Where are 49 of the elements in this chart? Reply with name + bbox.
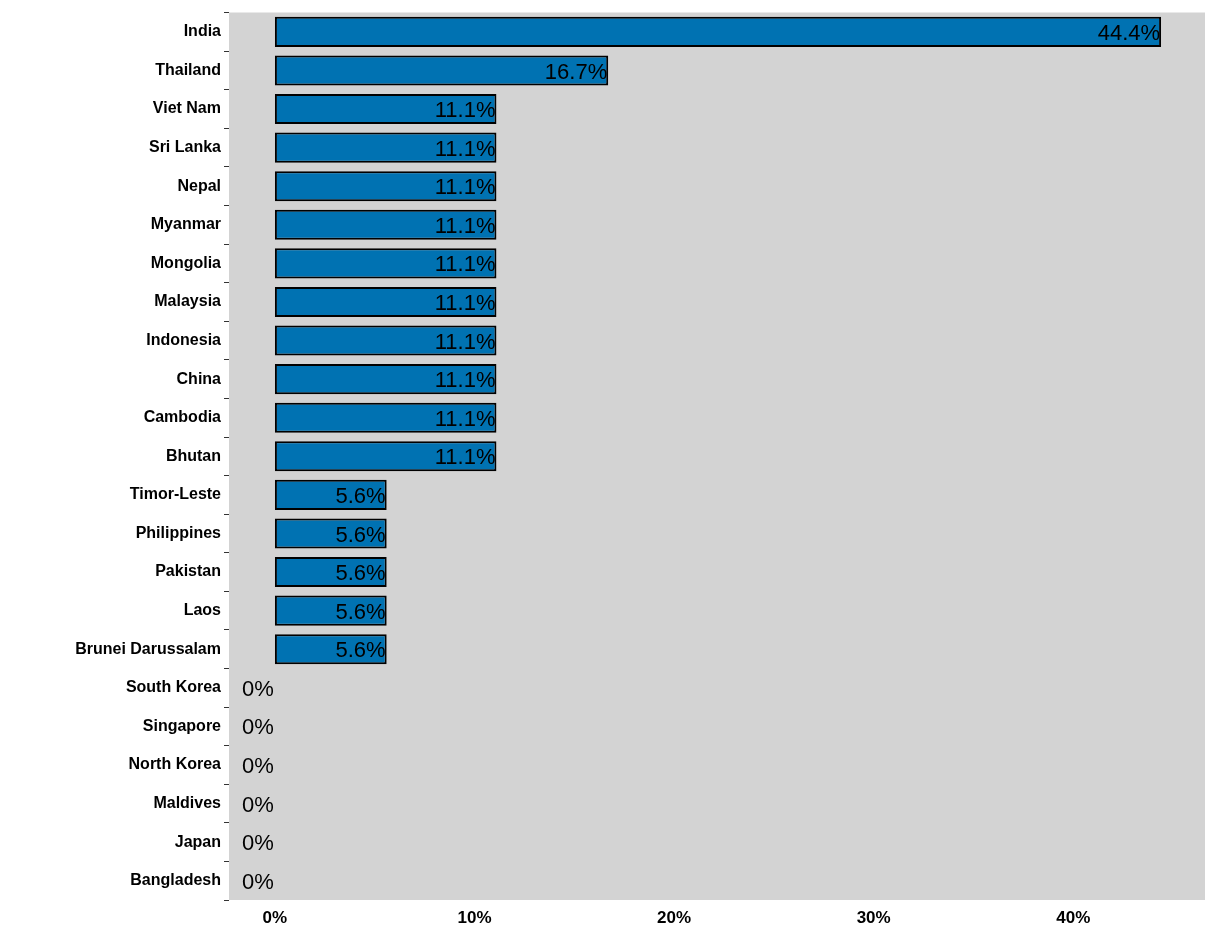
data-label: 0%: [242, 675, 274, 701]
data-label: 11.1%: [434, 367, 496, 393]
data-label: 0%: [242, 830, 274, 856]
data-label: 11.1%: [434, 135, 496, 161]
data-label: 5.6%: [335, 637, 386, 663]
data-label: 5.6%: [335, 482, 386, 508]
y-tick-label: Myanmar: [150, 215, 221, 233]
y-tick-label: Cambodia: [143, 408, 222, 426]
data-label: 5.6%: [335, 521, 386, 547]
data-label: 11.1%: [434, 290, 496, 316]
y-tick-label: Maldives: [153, 793, 222, 811]
y-tick-label: Singapore: [142, 716, 222, 734]
data-label: 11.1%: [434, 97, 496, 123]
data-label: 11.1%: [434, 328, 496, 354]
y-tick-label: Timor-Leste: [129, 485, 222, 503]
data-label: 11.1%: [434, 174, 496, 200]
x-tick-label: 10%: [457, 907, 492, 927]
y-tick-label: Japan: [174, 832, 221, 850]
y-tick-label: Nepal: [177, 176, 221, 194]
y-tick-label: Mongolia: [150, 253, 222, 271]
y-tick-label: Bhutan: [165, 446, 221, 464]
y-tick-label: Sri Lanka: [148, 138, 222, 156]
y-tick-label: Indonesia: [146, 330, 222, 348]
y-tick-label: India: [183, 22, 222, 40]
data-label: 5.6%: [335, 560, 386, 586]
data-label: 0%: [242, 868, 274, 894]
y-tick-label: Thailand: [155, 60, 221, 78]
y-tick-label: Viet Nam: [152, 99, 221, 117]
y-tick-label: Malaysia: [154, 292, 222, 310]
data-label: 11.1%: [434, 444, 496, 470]
y-tick-label: Brunei Darussalam: [75, 639, 221, 657]
y-tick-label: China: [176, 369, 222, 387]
x-tick-label: 0%: [262, 907, 288, 927]
data-label: 11.1%: [434, 251, 496, 277]
data-label: 11.1%: [434, 405, 496, 431]
data-label: 0%: [242, 753, 274, 779]
x-tick-label: 40%: [1056, 907, 1091, 927]
y-tick-label: Laos: [183, 601, 222, 619]
data-label: 0%: [242, 714, 274, 740]
data-label: 5.6%: [335, 598, 386, 624]
x-tick-label: 20%: [657, 907, 692, 927]
y-tick-label: Bangladesh: [130, 871, 221, 889]
data-label: 11.1%: [434, 212, 496, 238]
data-label: 0%: [242, 791, 274, 817]
y-tick-label: North Korea: [128, 755, 222, 773]
y-tick-label: South Korea: [125, 678, 222, 696]
y-tick-label: Pakistan: [155, 562, 221, 580]
x-tick-label: 30%: [856, 907, 891, 927]
y-tick-label: Philippines: [135, 523, 222, 541]
